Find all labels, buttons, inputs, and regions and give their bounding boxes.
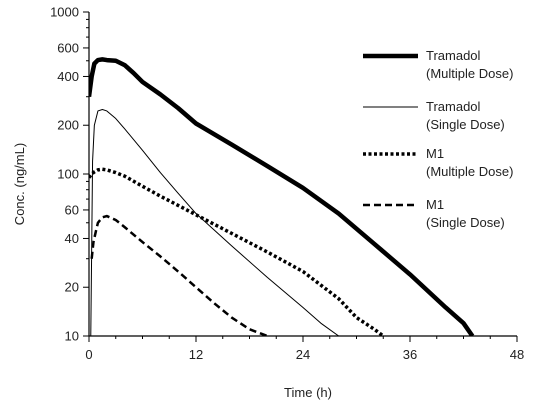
x-tick-label: 12 xyxy=(189,347,203,362)
y-tick-label: 100 xyxy=(57,167,79,182)
legend-label-2-1: Tramadol xyxy=(426,99,481,114)
x-tick-label: 24 xyxy=(296,347,310,362)
legend-label-4-1: M1 xyxy=(426,197,444,212)
x-tick-label: 36 xyxy=(403,347,417,362)
x-tick-label: 0 xyxy=(85,347,92,362)
x-tick-label: 48 xyxy=(510,347,524,362)
series-line-3 xyxy=(89,167,385,336)
legend-label-1-2: (Multiple Dose) xyxy=(426,66,513,81)
series-line-4 xyxy=(90,214,268,336)
y-tick-label: 10 xyxy=(65,329,79,344)
y-tick-label: 200 xyxy=(57,118,79,133)
y-tick-label: 20 xyxy=(65,280,79,295)
legend-label-3-1: M1 xyxy=(426,146,444,161)
legend-label-1-1: Tramadol xyxy=(426,48,481,63)
legend-label-2-2: (Single Dose) xyxy=(426,117,505,132)
y-tick-label: 1000 xyxy=(50,5,79,20)
legend-label-4-2: (Single Dose) xyxy=(426,215,505,230)
series-line-1 xyxy=(89,57,475,336)
y-tick-label: 40 xyxy=(65,231,79,246)
y-axis-label: Conc. (ng/mL) xyxy=(12,143,27,225)
y-tick-label: 600 xyxy=(57,40,79,55)
legend: Tramadol (Multiple Dose) Tramadol (Single D… xyxy=(363,48,513,230)
axes: 0 12 24 36 48 10 20 40 60 100 200 400 600 1000 xyxy=(50,5,524,363)
y-tick-label: 60 xyxy=(65,202,79,217)
series-line-2 xyxy=(90,109,339,336)
plot-area xyxy=(89,57,475,336)
x-axis-label: Time (h) xyxy=(284,385,332,400)
y-tick-label: 400 xyxy=(57,69,79,84)
legend-label-3-2: (Multiple Dose) xyxy=(426,164,513,179)
